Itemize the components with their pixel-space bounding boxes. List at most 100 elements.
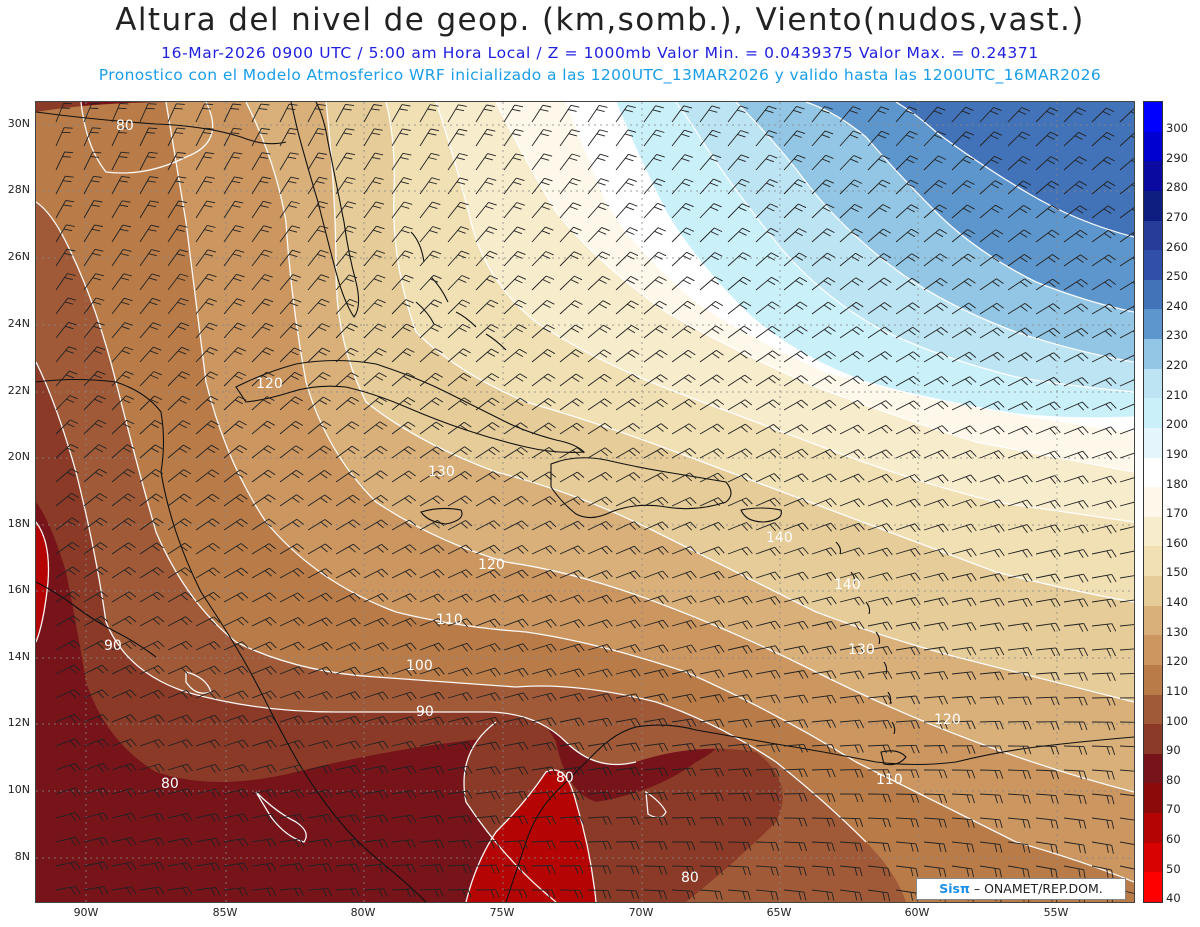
wind-barb-shaft xyxy=(55,787,76,795)
wind-barb-flag xyxy=(600,449,608,457)
wind-barb-flag xyxy=(67,297,77,301)
wind-barb-flag xyxy=(124,618,132,625)
wind-barb-flag xyxy=(492,446,500,453)
wind-barb-flag xyxy=(830,596,837,605)
wind-barb-flag xyxy=(322,864,328,873)
wind-barb-flag xyxy=(854,598,860,606)
wind-barb-shaft xyxy=(83,444,100,459)
wind-barb-shaft xyxy=(643,423,662,435)
wind-barb-shaft xyxy=(895,179,911,195)
wind-barb-flag xyxy=(658,670,664,678)
wind-barb-shaft xyxy=(727,301,744,315)
wind-barb-shaft xyxy=(1091,230,1109,243)
wind-barb-shaft xyxy=(167,739,188,747)
wind-barb-shaft xyxy=(1063,327,1082,339)
wind-barb-shaft xyxy=(615,251,631,267)
wind-barb-shaft xyxy=(923,523,944,531)
wind-barb-flag xyxy=(775,867,779,876)
wind-barb-flag xyxy=(1027,573,1033,582)
wind-barb-flag xyxy=(905,110,915,115)
wind-barb-shaft xyxy=(1035,401,1055,411)
wind-barb-flag xyxy=(992,281,1000,287)
wind-barb-flag xyxy=(741,475,749,482)
wind-barb-flag xyxy=(1075,184,1084,190)
wind-barb-flag xyxy=(175,180,184,183)
wind-barb-flag xyxy=(746,522,753,530)
wind-barb-flag xyxy=(176,277,186,281)
wind-barb-flag xyxy=(911,277,920,284)
wind-barb-shaft xyxy=(867,596,888,603)
wind-barb-shaft xyxy=(111,591,130,603)
wind-barb-flag xyxy=(799,277,808,283)
wind-barb-shaft xyxy=(475,153,488,171)
wind-barb-flag xyxy=(824,329,832,335)
wind-barb-shaft xyxy=(279,396,296,411)
wind-barb-shaft xyxy=(559,349,576,363)
wind-barb-flag xyxy=(1078,770,1082,780)
wind-barb-flag xyxy=(851,280,860,286)
wind-barb-shaft xyxy=(335,250,349,267)
wind-barb-flag xyxy=(178,224,188,228)
wind-barb-shaft xyxy=(951,646,972,651)
wind-barb-flag xyxy=(408,470,416,477)
wind-barb-shaft xyxy=(447,618,467,627)
wind-barb-flag xyxy=(968,327,977,334)
wind-barb-flag xyxy=(741,203,750,208)
wind-barb-flag xyxy=(854,842,858,852)
wind-barb-flag xyxy=(633,496,641,504)
wind-barb-flag xyxy=(1078,721,1083,731)
wind-barb-flag xyxy=(1111,672,1116,681)
wind-barb-flag xyxy=(597,181,606,186)
wind-barb-flag xyxy=(660,398,668,405)
wind-barb-shaft xyxy=(1091,573,1112,579)
wind-barb-flag xyxy=(400,205,410,209)
wind-barb-flag xyxy=(765,109,774,114)
wind-barb-shaft xyxy=(643,693,664,699)
wind-barb-flag xyxy=(967,253,976,259)
wind-barb-flag xyxy=(942,449,949,457)
lon-label: 80W xyxy=(350,906,376,919)
wind-barb-shaft xyxy=(195,641,215,651)
wind-barb-shaft xyxy=(559,202,574,219)
wind-barb-flag xyxy=(1053,352,1061,359)
wind-barb-flag xyxy=(94,224,103,228)
wind-barb-flag xyxy=(209,371,219,376)
wind-barb-shaft xyxy=(251,641,271,651)
wind-barb-flag xyxy=(179,496,188,503)
wind-barb-flag xyxy=(486,303,495,308)
wind-barb-flag xyxy=(579,816,584,825)
wind-barb-shaft xyxy=(83,836,104,843)
wind-barb-shaft xyxy=(839,645,860,651)
weather-map[interactable]: 80 120 130 120 110 100 90 90 80 80 80 14… xyxy=(35,101,1135,903)
wind-barb-flag xyxy=(351,445,360,452)
wind-barb-shaft xyxy=(839,744,861,747)
wind-barb-flag xyxy=(658,743,664,752)
wind-barb-flag xyxy=(402,128,411,131)
wind-barb-flag xyxy=(265,692,273,700)
wind-barb-flag xyxy=(849,110,858,114)
wind-barb-shaft xyxy=(223,616,243,627)
wind-barb-flag xyxy=(773,424,781,431)
wind-barb-flag xyxy=(1025,376,1033,384)
wind-barb-flag xyxy=(797,451,805,458)
wind-barb-flag xyxy=(377,693,384,701)
wind-barb-flag xyxy=(101,640,109,647)
wind-barb-shaft xyxy=(363,201,377,219)
wind-barb-flag xyxy=(966,868,970,877)
wind-barb-flag xyxy=(316,205,326,209)
wind-barb-flag xyxy=(488,498,496,505)
wind-barb-flag xyxy=(147,180,156,183)
wind-barb-flag xyxy=(236,521,244,528)
wind-barb-flag xyxy=(883,253,892,259)
wind-barb-flag xyxy=(719,842,724,851)
wind-barb-flag xyxy=(1052,254,1060,260)
wind-barb-flag xyxy=(1083,869,1086,879)
wind-barb-flag xyxy=(1048,257,1056,263)
wind-barb-flag xyxy=(966,843,970,853)
wind-barb-flag xyxy=(177,151,186,154)
wind-barb-shaft xyxy=(923,302,941,315)
wind-barb-flag xyxy=(663,718,669,727)
wind-barb-shaft xyxy=(503,766,524,771)
wind-barb-flag xyxy=(374,128,383,131)
wind-barb-flag xyxy=(409,544,417,551)
